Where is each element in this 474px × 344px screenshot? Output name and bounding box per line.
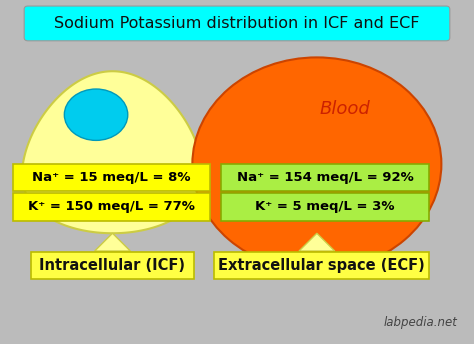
Text: labpedia.net: labpedia.net: [384, 316, 458, 329]
Text: Sodium Potassium distribution in ICF and ECF: Sodium Potassium distribution in ICF and…: [54, 16, 420, 31]
Text: K⁺ = 150 meq/L = 77%: K⁺ = 150 meq/L = 77%: [28, 201, 195, 214]
FancyBboxPatch shape: [221, 164, 429, 191]
FancyBboxPatch shape: [214, 252, 429, 279]
FancyBboxPatch shape: [13, 193, 210, 221]
FancyBboxPatch shape: [24, 6, 450, 41]
Ellipse shape: [192, 57, 441, 271]
Text: Na⁺ = 15 meq/L = 8%: Na⁺ = 15 meq/L = 8%: [32, 171, 191, 184]
Polygon shape: [95, 233, 130, 251]
Polygon shape: [299, 233, 335, 251]
Text: Extracellular space (ECF): Extracellular space (ECF): [218, 258, 425, 273]
FancyBboxPatch shape: [31, 252, 194, 279]
Text: K⁺ = 5 meq/L = 3%: K⁺ = 5 meq/L = 3%: [255, 201, 395, 214]
Text: Blood: Blood: [319, 100, 371, 118]
FancyBboxPatch shape: [221, 193, 429, 221]
FancyBboxPatch shape: [13, 164, 210, 191]
Text: Na⁺ = 154 meq/L = 92%: Na⁺ = 154 meq/L = 92%: [237, 171, 413, 184]
Ellipse shape: [64, 89, 128, 140]
Text: Intracellular (ICF): Intracellular (ICF): [39, 258, 185, 273]
PathPatch shape: [22, 71, 203, 233]
